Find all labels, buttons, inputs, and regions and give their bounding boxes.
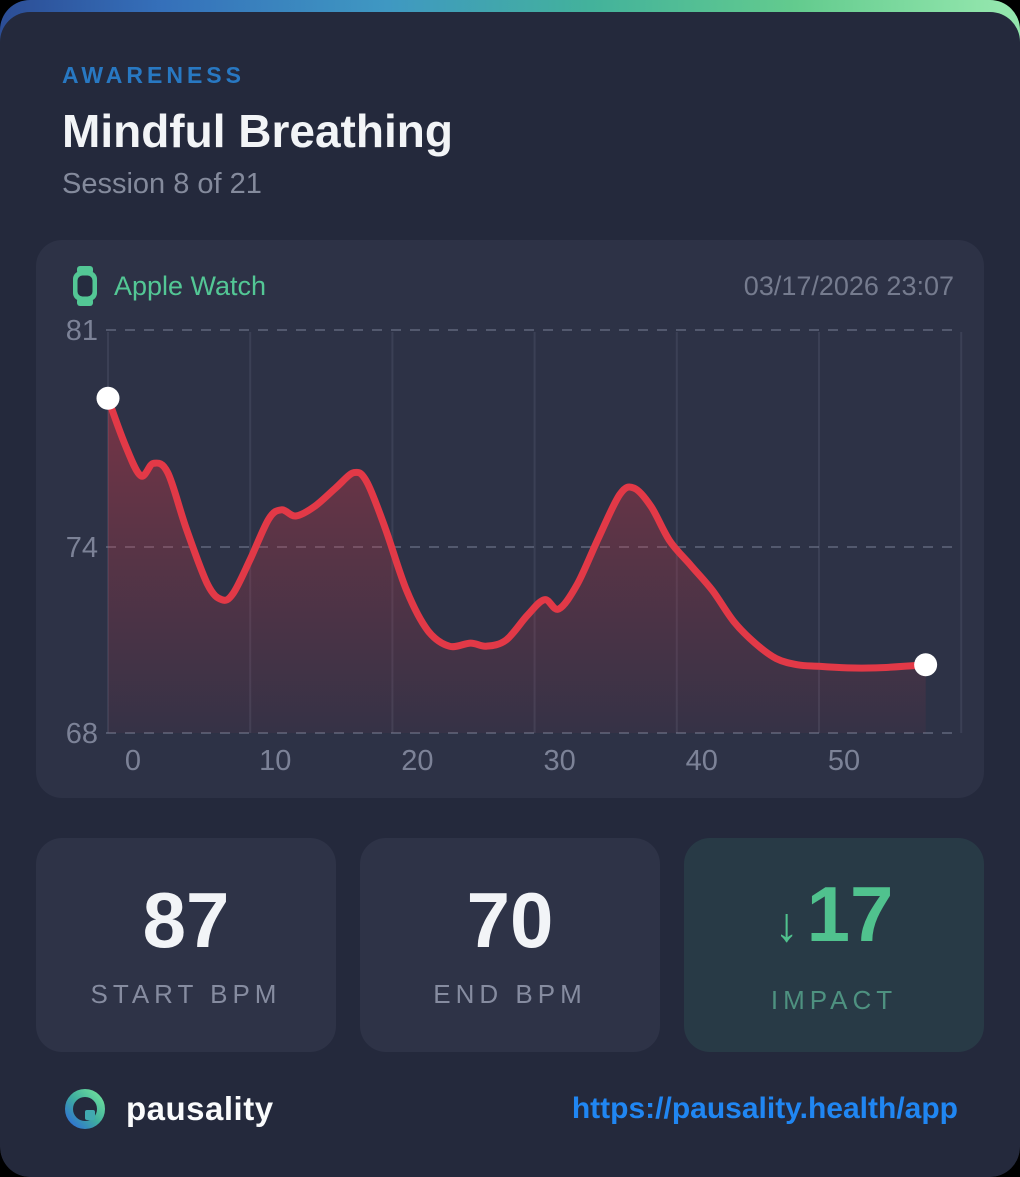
- category-label: AWARENESS: [62, 62, 245, 88]
- start-point-marker: [96, 386, 120, 410]
- brand-name: pausality: [126, 1090, 274, 1127]
- start-bpm-label: START BPM: [90, 978, 282, 1009]
- series-line: [104, 394, 930, 672]
- source-label: Apple Watch: [114, 270, 267, 301]
- start-bpm-value: 87: [142, 875, 230, 964]
- page-title: Mindful Breathing: [62, 105, 453, 157]
- stat-card-start-bpm: 87 START BPM: [36, 838, 336, 1052]
- end-bpm-value: 70: [466, 875, 554, 964]
- x-axis-tick-label: 10: [259, 745, 291, 777]
- chart-header: Apple Watch 03/17/2026 23:07: [72, 266, 954, 306]
- y-axis-tick-label: 74: [66, 532, 98, 564]
- impact-label: IMPACT: [770, 984, 898, 1015]
- footer: pausality https://pausality.health/app: [36, 1086, 984, 1132]
- down-arrow-icon: ↓: [774, 898, 799, 952]
- impact-value-group: ↓ 17: [775, 875, 894, 965]
- brand-lockup: pausality: [62, 1086, 274, 1132]
- x-axis-tick-label: 40: [686, 745, 718, 777]
- x-axis-tick-label: 50: [828, 745, 860, 777]
- data-source: Apple Watch: [72, 266, 266, 306]
- stat-card-impact: ↓ 17 IMPACT: [684, 838, 984, 1052]
- heart-rate-chart: 81 74 68 0 10 20 30 40 50: [66, 315, 963, 777]
- series-area-fill: [108, 398, 926, 733]
- apple-watch-icon: [73, 266, 97, 306]
- heart-rate-panel: 81 74 68 0 10 20 30 40 50 Apple Watch 03/17/2026…: [36, 240, 984, 798]
- stat-card-end-bpm: 70 END BPM: [360, 838, 660, 1052]
- x-axis-tick-label: 0: [125, 745, 141, 777]
- stats-row: 87 START BPM 70 END BPM ↓ 17 IMPACT: [36, 838, 984, 1052]
- app-url-link[interactable]: https://pausality.health/app: [571, 1092, 958, 1125]
- pausality-logo-icon: [65, 1089, 105, 1129]
- header: AWARENESS Mindful Breathing Session 8 of…: [36, 12, 984, 201]
- session-timestamp: 03/17/2026 23:07: [743, 270, 954, 301]
- y-axis-tick-label: 68: [66, 718, 98, 750]
- y-axis-tick-label: 81: [66, 315, 98, 347]
- end-bpm-label: END BPM: [433, 978, 587, 1009]
- impact-value: 17: [806, 869, 894, 958]
- end-point-marker: [914, 653, 938, 677]
- session-progress: Session 8 of 21: [62, 168, 262, 200]
- main-card: AWARENESS Mindful Breathing Session 8 of…: [0, 12, 1020, 1177]
- x-axis-tick-label: 30: [543, 745, 575, 777]
- x-axis-tick-label: 20: [401, 745, 433, 777]
